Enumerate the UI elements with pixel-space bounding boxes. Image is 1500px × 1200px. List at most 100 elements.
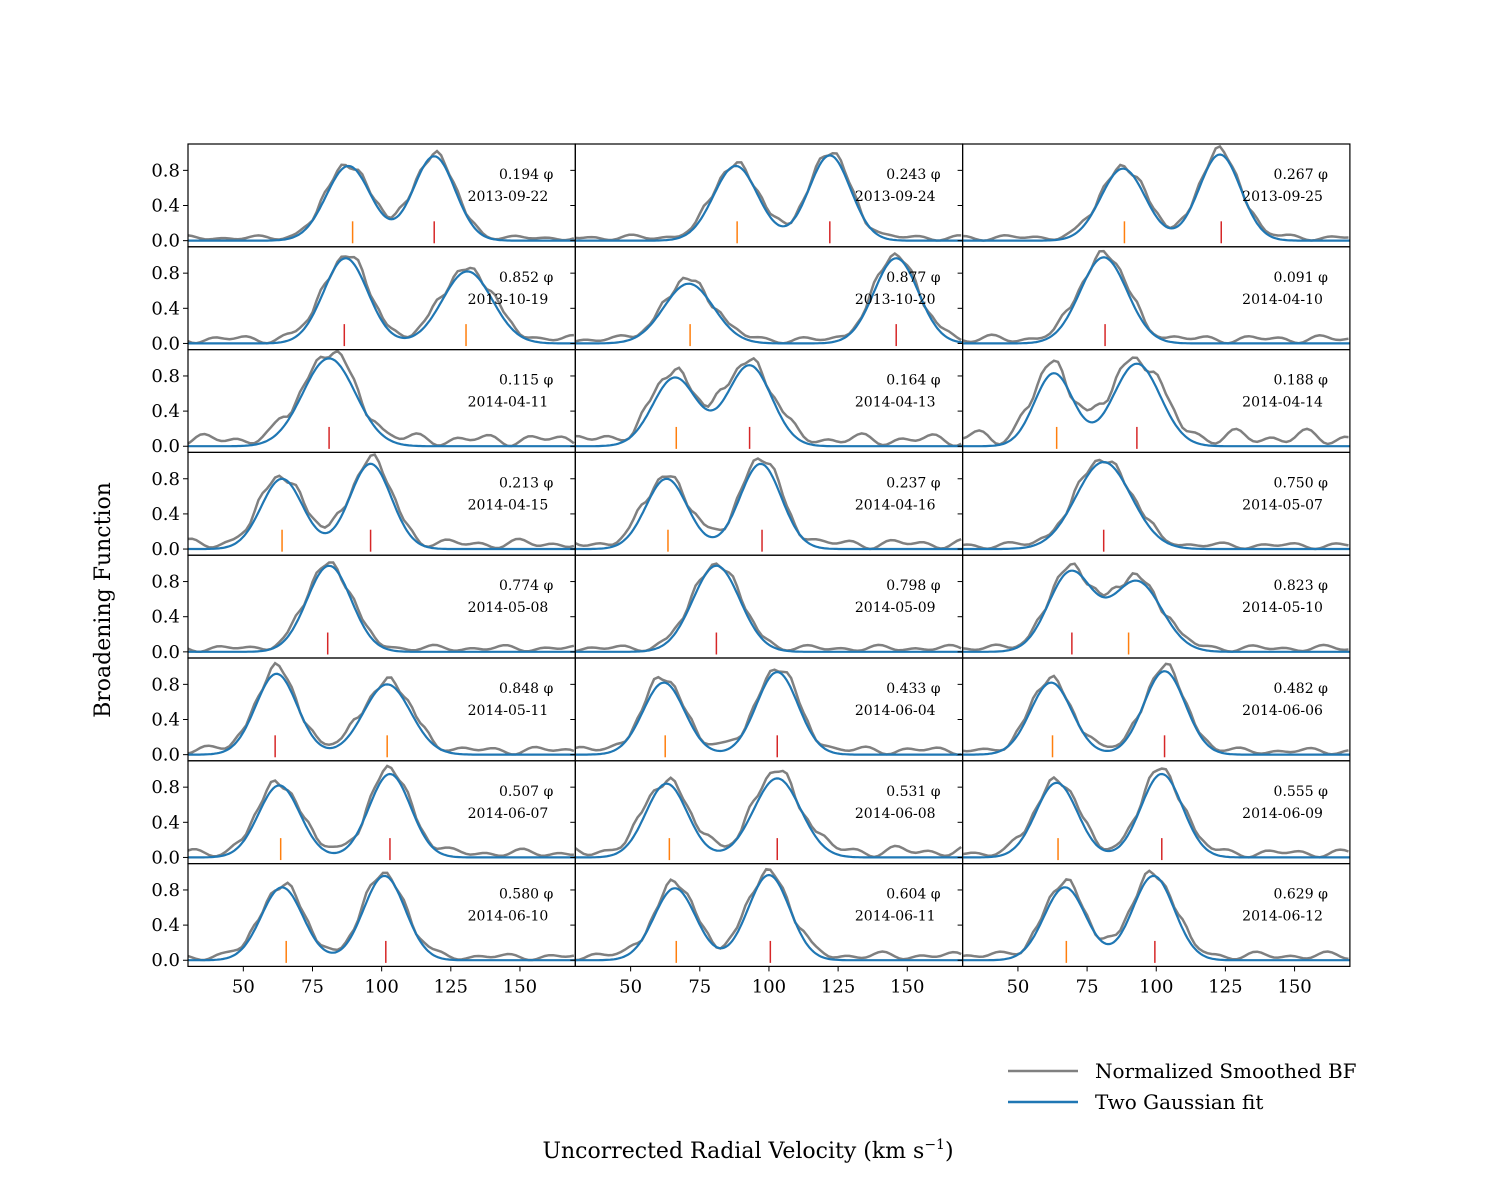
- phase-label-9: 0.213 φ: [499, 475, 554, 491]
- fit-line-8: [962, 362, 1350, 448]
- bf-line-11: [962, 458, 1349, 551]
- phase-label-21: 0.580 φ: [499, 887, 554, 903]
- fit-line-14: [962, 569, 1350, 653]
- phase-label-11: 0.750 φ: [1274, 475, 1329, 491]
- ytick-label-6-2: 0.8: [151, 366, 180, 387]
- phase-label-20: 0.555 φ: [1274, 784, 1329, 800]
- date-label-20: 2014-06-09: [1242, 806, 1323, 822]
- bf-line-1: [575, 152, 962, 242]
- bf-line-2: [962, 144, 1349, 242]
- fit-line-5: [962, 256, 1350, 345]
- bf-line-3: [187, 255, 574, 345]
- phase-label-3: 0.852 φ: [499, 270, 554, 286]
- panel-7: 0.164 φ 2014-04-13: [570, 349, 964, 454]
- phase-label-4: 0.877 φ: [886, 270, 941, 286]
- fit-line-16: [575, 670, 963, 756]
- ytick-label-21-2: 0.8: [151, 880, 180, 901]
- date-label-9: 2014-04-15: [468, 497, 549, 513]
- ytick-label-21-1: 0.4: [151, 915, 180, 936]
- y-axis-title: Broadening Function: [91, 482, 116, 718]
- fit-line-15: [188, 672, 576, 756]
- xtick-label-21-2: 100: [364, 976, 398, 997]
- panel-20: 0.555 φ 2014-06-09: [957, 760, 1351, 865]
- ytick-label-9-2: 0.8: [151, 469, 180, 490]
- panel-grid: 0.0 0.4 0.8 0.194 φ 2013-09-22 0.243 φ 2013-09…: [151, 143, 1351, 997]
- fit-line-3: [188, 257, 576, 345]
- date-label-7: 2014-04-13: [855, 395, 936, 411]
- ytick-label-12-0: 0.0: [151, 642, 180, 663]
- panel-16: 0.433 φ 2014-06-04: [570, 657, 964, 762]
- phase-label-13: 0.798 φ: [886, 578, 941, 594]
- date-label-2: 2013-09-25: [1242, 189, 1323, 205]
- panel-21: 0.0 0.4 0.8 50 75 100 125 150 0.580 φ 2014-06-10: [151, 862, 576, 997]
- fit-line-12: [188, 564, 576, 653]
- fit-line-0: [188, 155, 576, 242]
- xtick-label-23-2: 100: [1139, 976, 1173, 997]
- panel-6: 0.0 0.4 0.8 0.115 φ 2014-04-11: [151, 349, 576, 457]
- fit-line-17: [962, 670, 1350, 756]
- date-label-8: 2014-04-14: [1242, 395, 1323, 411]
- ytick-label-6-1: 0.4: [151, 401, 180, 422]
- fit-line-4: [575, 257, 963, 345]
- legend: Normalized Smoothed BF Two Gaussian fit: [1008, 1059, 1357, 1114]
- x-axis-title-close: ): [945, 1139, 954, 1164]
- panel-11: 0.750 φ 2014-05-07: [957, 451, 1351, 556]
- xtick-label-22-1: 75: [688, 976, 711, 997]
- date-label-21: 2014-06-10: [468, 909, 549, 925]
- ytick-label-0-2: 0.8: [151, 160, 180, 181]
- legend-label-fit: Two Gaussian fit: [1095, 1090, 1263, 1114]
- ytick-label-18-2: 0.8: [151, 777, 180, 798]
- ytick-label-18-0: 0.0: [151, 847, 180, 868]
- bf-line-19: [574, 769, 962, 859]
- ytick-label-3-0: 0.0: [151, 333, 180, 354]
- bf-line-9: [187, 453, 575, 550]
- date-label-11: 2014-05-07: [1242, 497, 1323, 513]
- fit-line-1: [575, 154, 963, 242]
- panel-1: 0.243 φ 2013-09-24: [570, 143, 964, 248]
- xtick-label-21-3: 125: [434, 976, 468, 997]
- ytick-label-21-0: 0.0: [151, 950, 180, 971]
- x-axis-title: Uncorrected Radial Velocity (km s−1): [542, 1137, 953, 1164]
- xtick-label-23-4: 150: [1277, 976, 1311, 997]
- fit-line-10: [575, 462, 963, 551]
- date-label-0: 2013-09-22: [468, 189, 549, 205]
- ytick-label-18-1: 0.4: [151, 812, 180, 833]
- panel-13: 0.798 φ 2014-05-09: [570, 554, 964, 659]
- phase-label-23: 0.629 φ: [1274, 887, 1329, 903]
- xtick-label-22-2: 100: [752, 976, 786, 997]
- panel-19: 0.531 φ 2014-06-08: [570, 760, 964, 865]
- fit-line-9: [188, 462, 576, 551]
- ytick-label-15-1: 0.4: [151, 710, 180, 731]
- date-label-13: 2014-05-09: [855, 600, 936, 616]
- panel-8: 0.188 φ 2014-04-14: [957, 349, 1351, 454]
- phase-label-16: 0.433 φ: [886, 681, 941, 697]
- date-label-5: 2014-04-10: [1242, 292, 1323, 308]
- xtick-label-21-1: 75: [301, 976, 324, 997]
- panel-12: 0.0 0.4 0.8 0.774 φ 2014-05-08: [151, 554, 576, 663]
- panel-frame-23: [961, 862, 1351, 967]
- panel-23: 50 75 100 125 150 0.629 φ 2014-06-12: [957, 862, 1351, 997]
- date-label-14: 2014-05-10: [1242, 600, 1323, 616]
- bf-line-8: [962, 356, 1349, 446]
- date-label-17: 2014-06-06: [1242, 703, 1323, 719]
- xtick-label-22-0: 50: [619, 976, 642, 997]
- ytick-label-15-0: 0.0: [151, 745, 180, 766]
- date-label-15: 2014-05-11: [468, 703, 549, 719]
- date-label-3: 2013-10-19: [468, 292, 549, 308]
- panel-2: 0.267 φ 2013-09-25: [957, 143, 1351, 248]
- date-label-23: 2014-06-12: [1242, 909, 1323, 925]
- xtick-label-22-3: 125: [821, 976, 855, 997]
- bf-line-17: [962, 662, 1349, 756]
- bf-line-12: [187, 561, 575, 654]
- phase-label-2: 0.267 φ: [1274, 167, 1329, 183]
- panel-15: 0.0 0.4 0.8 0.848 φ 2014-05-11: [151, 657, 576, 766]
- bf-line-10: [574, 457, 962, 551]
- phase-label-8: 0.188 φ: [1274, 373, 1329, 389]
- fit-line-11: [962, 460, 1350, 551]
- phase-label-0: 0.194 φ: [499, 167, 554, 183]
- phase-label-14: 0.823 φ: [1274, 578, 1329, 594]
- ytick-label-3-2: 0.8: [151, 263, 180, 284]
- ytick-label-9-0: 0.0: [151, 539, 180, 560]
- date-label-19: 2014-06-08: [855, 806, 936, 822]
